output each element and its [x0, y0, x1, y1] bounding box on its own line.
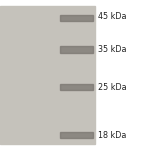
Text: 45 kDa: 45 kDa [98, 12, 126, 21]
Text: 35 kDa: 35 kDa [98, 45, 126, 54]
Text: 25 kDa: 25 kDa [98, 82, 126, 91]
Text: 18 kDa: 18 kDa [98, 130, 126, 140]
Bar [60, 46, 93, 53]
Bar [60, 15, 93, 21]
Bar [60, 84, 93, 90]
Bar [0, 6, 94, 144]
Bar [60, 132, 93, 138]
